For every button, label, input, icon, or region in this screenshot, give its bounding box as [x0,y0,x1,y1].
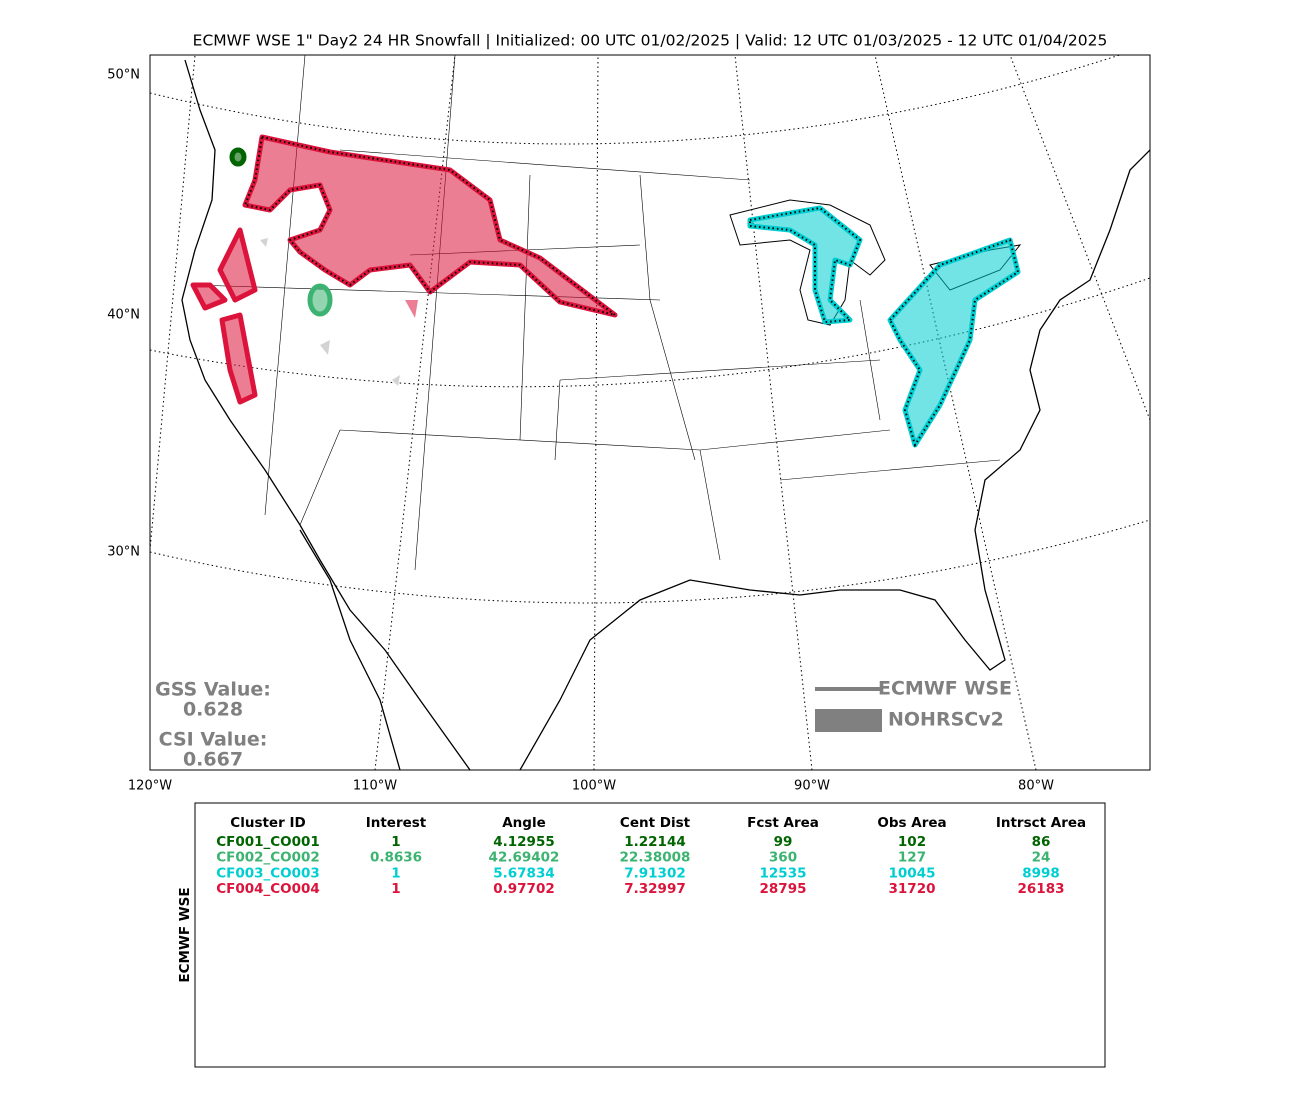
table-cell: 4.12955 [493,834,555,850]
table-cell: 99 [774,834,793,850]
table-cell: 31720 [889,881,936,897]
lon-label: 90°W [794,779,830,794]
table-cell: 86 [1032,834,1051,850]
table-cell: 127 [898,850,926,866]
table-cell: CF003_CO003 [216,865,320,881]
column-header: Cluster ID [230,815,305,831]
lat-label: 40°N [107,308,140,323]
column-header: Cent Dist [620,815,691,831]
table-cell: CF004_CO004 [216,881,320,897]
lon-label: 120°W [128,779,172,794]
table-cell: 42.69402 [489,850,560,866]
table-cell: 10045 [889,865,936,881]
column-header: Angle [502,815,546,831]
table-side-label: ECMWF WSE [177,887,193,982]
map [149,54,1151,771]
table-cell: CF002_CO002 [216,850,320,866]
parallels [150,55,1150,604]
table-cell: 22.38008 [620,850,691,866]
table-cell: 102 [898,834,926,850]
legend-label: NOHRSCv2 [888,709,1004,731]
coastline [181,59,1150,770]
table-cell: 24 [1032,850,1051,866]
column-header: Intrsct Area [996,815,1086,831]
table-cell: 7.91302 [624,865,686,881]
gss-label: GSS Value: [155,679,271,701]
lon-label: 110°W [353,779,397,794]
csi-value: 0.667 [183,749,243,771]
column-header: Interest [366,815,427,831]
gss-value: 0.628 [183,699,243,721]
table-cell: 8998 [1022,865,1060,881]
table-cell: 7.32997 [624,881,686,897]
legend-label: ECMWF WSE [878,678,1012,700]
table-frame [194,802,1106,1068]
legend-swatch [815,709,882,732]
table-cell: 1 [391,834,400,850]
fcst-dots [243,135,1020,448]
column-header: Obs Area [877,815,946,831]
table-cell: 0.97702 [493,881,555,897]
table-cell: 360 [769,850,797,866]
table-cell: 12535 [760,865,807,881]
table-cell: 1.22144 [624,834,686,850]
table-cell: CF001_CO001 [216,834,320,850]
lat-label: 50°N [107,68,140,83]
table-cell: 1 [391,865,400,881]
column-header: Fcst Area [747,815,819,831]
title: ECMWF WSE 1" Day2 24 HR Snowfall | Initi… [193,32,1108,50]
table: Cluster ID Interest Angle Cent Dist Fcst Are… [216,815,1086,897]
lat-label: 30°N [107,545,140,560]
map-frame [149,54,1151,771]
table-cell: 1 [391,881,400,897]
table-cell: 0.8636 [370,850,422,866]
table-cell: 26183 [1018,881,1065,897]
lon-label: 80°W [1018,779,1054,794]
lon-label: 100°W [572,779,616,794]
map-labels: 50°N 40°N 30°N 120°W 110°W 100°W 90°W 80°W GSS V… [107,68,1054,794]
table-cell: 5.67834 [493,865,555,881]
table-cell: 28795 [760,881,807,897]
csi-label: CSI Value: [159,729,268,751]
